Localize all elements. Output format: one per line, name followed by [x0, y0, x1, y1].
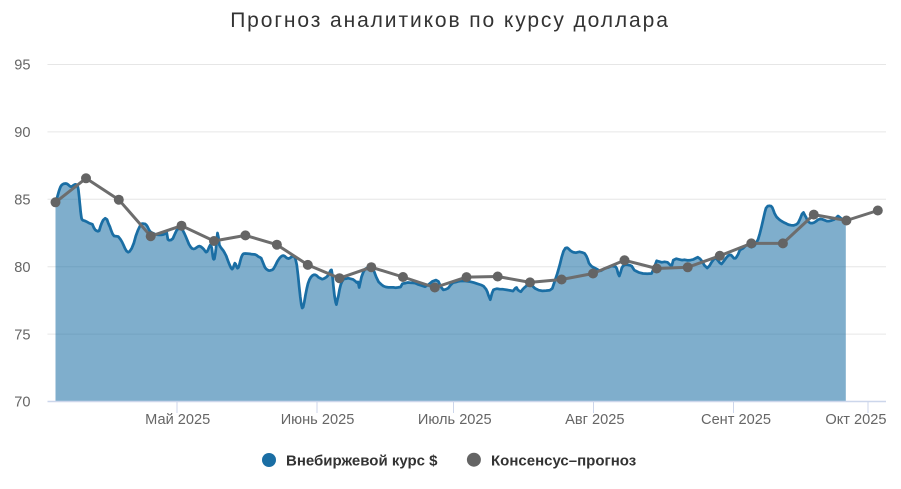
svg-text:70: 70: [14, 395, 30, 411]
svg-text:75: 75: [14, 327, 30, 343]
svg-text:Июль 2025: Июль 2025: [418, 412, 492, 428]
svg-text:Прогноз аналитиков по курсу до: Прогноз аналитиков по курсу доллара: [230, 9, 670, 32]
svg-text:Окт 2025: Окт 2025: [825, 412, 886, 428]
svg-text:80: 80: [14, 260, 30, 276]
svg-text:Внебиржевой курс $: Внебиржевой курс $: [286, 452, 438, 469]
svg-text:Июнь 2025: Июнь 2025: [281, 412, 355, 428]
svg-text:Консенсус–прогноз: Консенсус–прогноз: [491, 452, 636, 469]
svg-text:Авг 2025: Авг 2025: [565, 412, 624, 428]
svg-text:95: 95: [14, 58, 30, 74]
svg-text:Май 2025: Май 2025: [145, 412, 210, 428]
svg-text:90: 90: [14, 125, 30, 141]
svg-text:Сент 2025: Сент 2025: [701, 412, 771, 428]
svg-text:85: 85: [14, 193, 30, 209]
